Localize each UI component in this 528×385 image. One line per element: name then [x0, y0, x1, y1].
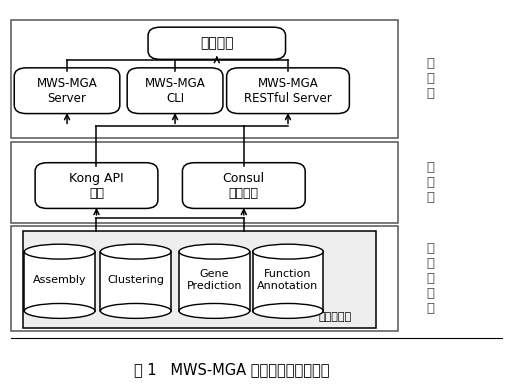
- Text: Assembly: Assembly: [33, 275, 87, 285]
- Text: Function
Annotation: Function Annotation: [257, 269, 318, 291]
- FancyBboxPatch shape: [35, 163, 158, 208]
- Text: 图 1   MWS-MGA 平台系统的总体架构: 图 1 MWS-MGA 平台系统的总体架构: [134, 362, 329, 377]
- Ellipse shape: [179, 244, 250, 259]
- Bar: [11, 226, 399, 331]
- Text: MWS-MGA
CLI: MWS-MGA CLI: [145, 77, 205, 105]
- Text: 微服务集群: 微服务集群: [319, 312, 352, 322]
- FancyBboxPatch shape: [148, 27, 286, 59]
- Text: MWS-MGA
RESTful Server: MWS-MGA RESTful Server: [244, 77, 332, 105]
- Text: Consul
服务发现: Consul 服务发现: [223, 172, 265, 199]
- Bar: [252, 252, 323, 311]
- FancyBboxPatch shape: [227, 68, 350, 114]
- Ellipse shape: [252, 244, 323, 259]
- Bar: [179, 252, 250, 311]
- Ellipse shape: [24, 303, 95, 318]
- Text: Gene
Prediction: Gene Prediction: [186, 269, 242, 291]
- Ellipse shape: [100, 244, 171, 259]
- Bar: [23, 231, 376, 328]
- FancyBboxPatch shape: [127, 68, 223, 114]
- Ellipse shape: [252, 303, 323, 318]
- FancyBboxPatch shape: [14, 68, 120, 114]
- Text: MWS-MGA
Server: MWS-MGA Server: [36, 77, 97, 105]
- Bar: [100, 252, 171, 311]
- Text: Clustering: Clustering: [107, 275, 164, 285]
- Bar: [11, 20, 399, 138]
- Bar: [11, 142, 399, 223]
- Text: 应用交互: 应用交互: [200, 36, 233, 50]
- Text: 交
互
层: 交 互 层: [427, 57, 435, 100]
- Bar: [24, 252, 95, 311]
- Ellipse shape: [179, 303, 250, 318]
- FancyBboxPatch shape: [183, 163, 305, 208]
- Ellipse shape: [100, 303, 171, 318]
- Text: 计
算
服
务
层: 计 算 服 务 层: [427, 242, 435, 315]
- Text: Kong API
网关: Kong API 网关: [69, 172, 124, 199]
- Ellipse shape: [24, 244, 95, 259]
- Text: 接
入
层: 接 入 层: [427, 161, 435, 204]
